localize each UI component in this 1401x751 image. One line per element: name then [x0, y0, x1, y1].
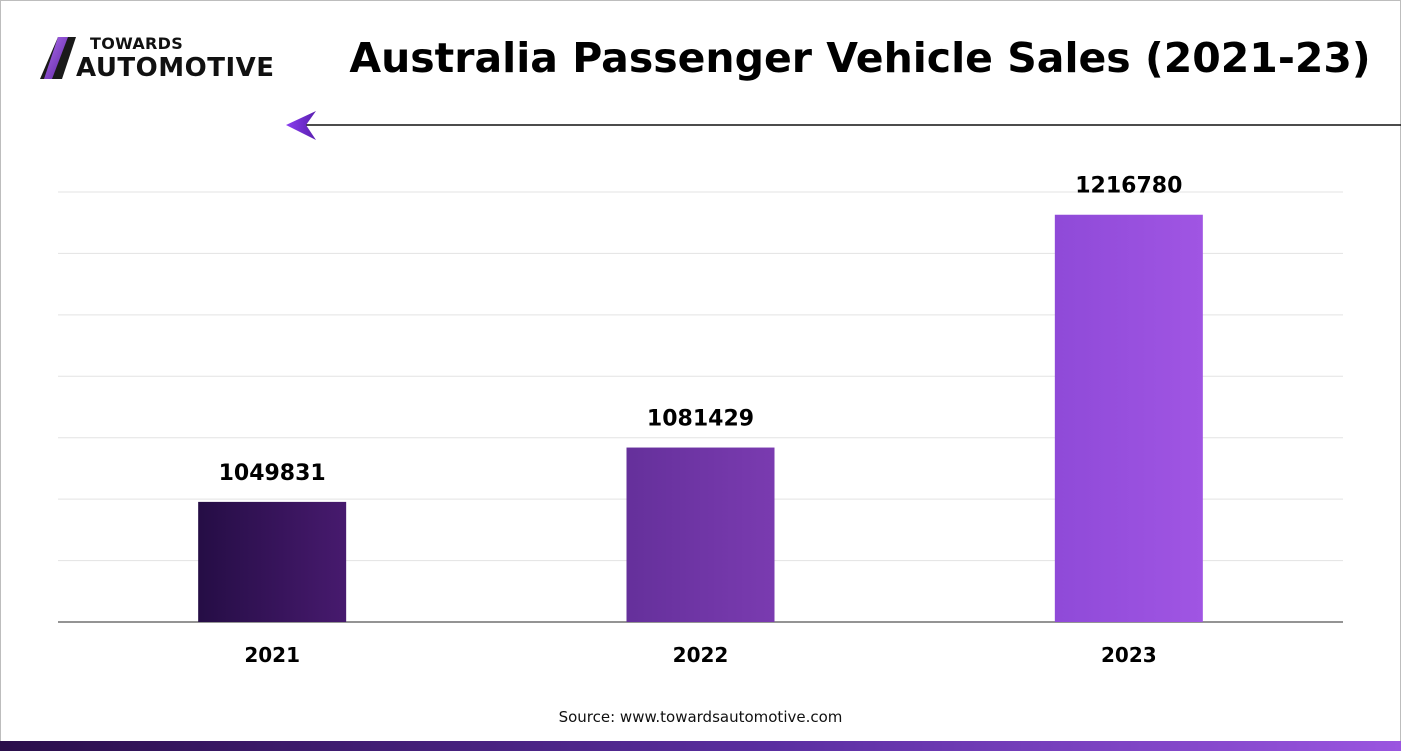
source-note: Source: www.towardsautomotive.com: [558, 708, 843, 726]
logo-mark-icon: [40, 37, 76, 79]
x-tick-label-2022: 2022: [673, 643, 729, 667]
value-label-2022: 1081429: [647, 407, 754, 432]
value-label-2023: 1216780: [1075, 174, 1182, 199]
header-divider: [286, 111, 1401, 140]
brand-logo: TOWARDS AUTOMOTIVE: [38, 33, 283, 83]
logo-text-automotive: AUTOMOTIVE: [76, 53, 275, 83]
bar-chart: 1049831 1081429 1216780 2021 2022 2023: [58, 174, 1343, 667]
x-tick-label-2021: 2021: [244, 643, 300, 667]
chart-title: Australia Passenger Vehicle Sales (2021-…: [349, 34, 1371, 82]
bar-2021: [198, 501, 347, 622]
logo-text-towards: TOWARDS: [90, 34, 184, 53]
value-label-2021: 1049831: [219, 461, 326, 486]
value-labels: 1049831 1081429 1216780: [219, 174, 1183, 486]
bar-2023: [1054, 214, 1203, 622]
arrow-left-icon: [286, 111, 316, 140]
bars: [198, 214, 1203, 622]
x-tick-label-2023: 2023: [1101, 643, 1157, 667]
bar-2022: [626, 447, 775, 622]
x-tick-labels: 2021 2022 2023: [244, 643, 1156, 667]
bottom-accent-bar: [0, 741, 1401, 751]
